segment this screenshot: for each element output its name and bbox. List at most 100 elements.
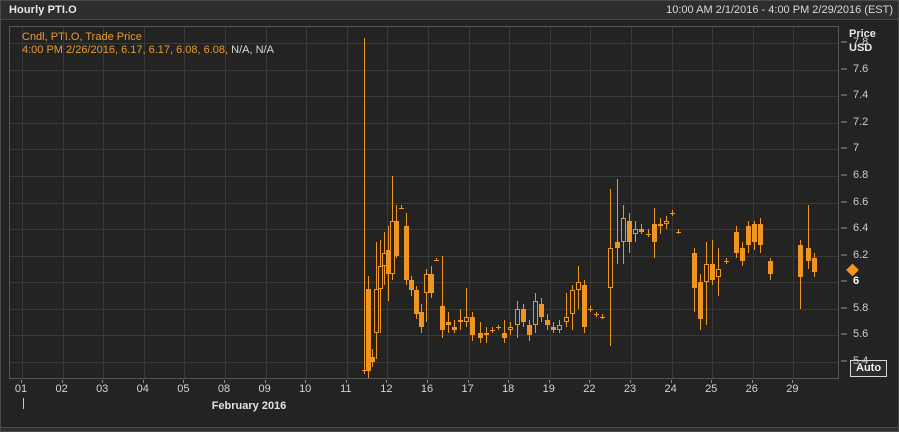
gridline-horizontal bbox=[10, 96, 838, 97]
price-tick-mark bbox=[841, 68, 847, 70]
gridline-vertical bbox=[631, 27, 632, 378]
candle-body-doji bbox=[496, 327, 501, 328]
candle-body-down bbox=[470, 316, 475, 336]
time-tick-mark bbox=[62, 380, 63, 383]
candle-body-up bbox=[564, 316, 569, 323]
price-label: 6.8 bbox=[853, 168, 869, 181]
candle-body-down bbox=[527, 324, 532, 336]
candle-wick bbox=[442, 255, 443, 339]
page-title: Hourly PTI.O bbox=[9, 4, 77, 16]
candle-body-down bbox=[446, 322, 451, 325]
price-tick-mark bbox=[841, 147, 847, 149]
chart-plot-area[interactable]: Cndl, PTI.O, Trade Price 4:00 PM 2/26/20… bbox=[9, 26, 839, 379]
gridline-vertical bbox=[103, 27, 104, 378]
time-tick-mark bbox=[549, 380, 550, 383]
candle-body-doji bbox=[399, 208, 404, 209]
candle-body-down bbox=[366, 288, 371, 372]
date-range-label: 10:00 AM 2/1/2016 - 4:00 PM 2/29/2016 (E… bbox=[666, 4, 893, 16]
candle-body-down bbox=[639, 229, 644, 232]
candle-body-up bbox=[704, 263, 709, 283]
time-tick-mark bbox=[224, 380, 225, 383]
time-axis-label: 24 bbox=[664, 383, 677, 395]
candle-body-down bbox=[806, 247, 811, 261]
candle-wick bbox=[486, 327, 487, 344]
candle-body-down bbox=[768, 261, 773, 275]
gridline-vertical bbox=[225, 27, 226, 378]
candle-body-up bbox=[621, 218, 626, 243]
time-tick-mark bbox=[143, 380, 144, 383]
candle-body-up bbox=[608, 247, 613, 288]
candle-wick bbox=[706, 242, 707, 325]
candle-body-down bbox=[652, 223, 657, 243]
time-axis-label: 26 bbox=[745, 383, 758, 395]
candle-wick bbox=[602, 314, 603, 320]
price-label: 6.6 bbox=[853, 195, 869, 208]
price-label-current: 6 bbox=[853, 275, 860, 288]
time-tick-mark bbox=[468, 380, 469, 383]
gridline-vertical bbox=[753, 27, 754, 378]
price-axis[interactable]: Price USD Auto 7.8 7.6 7.4 7.2 7 6.8 6.6 6.4 6.2… bbox=[839, 26, 898, 379]
gridline-horizontal bbox=[10, 149, 838, 150]
time-axis[interactable]: February 2016 01 02 03 04 05 08 09 10 11 12 16 17 18… bbox=[9, 380, 839, 430]
auto-scale-button[interactable]: Auto bbox=[850, 360, 888, 377]
price-label: 6.2 bbox=[853, 248, 869, 261]
candle-body-up bbox=[658, 223, 663, 227]
candle-body-down bbox=[710, 263, 715, 280]
price-tick-mark bbox=[841, 254, 847, 256]
gridline-horizontal bbox=[10, 176, 838, 177]
candle-body-up bbox=[633, 229, 638, 235]
candle-body-doji bbox=[588, 309, 593, 310]
gridline-horizontal bbox=[10, 362, 838, 363]
candle-wick bbox=[590, 306, 591, 312]
candle-body-up bbox=[570, 290, 575, 315]
candle-body-doji bbox=[724, 261, 729, 262]
time-tick-mark bbox=[102, 380, 103, 383]
price-label: 5.8 bbox=[853, 301, 869, 314]
price-label: 5.6 bbox=[853, 328, 869, 341]
gridline-vertical bbox=[22, 27, 23, 378]
candle-body-down bbox=[370, 356, 375, 363]
candle-body-up bbox=[664, 221, 669, 224]
candle-wick bbox=[726, 258, 727, 264]
candle-wick bbox=[678, 229, 679, 235]
month-label: February 2016 bbox=[211, 400, 287, 412]
candle-body-down bbox=[758, 223, 763, 246]
candle-body-doji bbox=[490, 330, 495, 331]
time-axis-label: 16 bbox=[420, 383, 434, 395]
time-axis-label: 03 bbox=[96, 383, 109, 395]
window-titlebar: Hourly PTI.O 10:00 AM 2/1/2016 - 4:00 PM… bbox=[1, 1, 898, 20]
time-tick-mark bbox=[265, 380, 266, 383]
gridline-vertical bbox=[428, 27, 429, 378]
candle-wick bbox=[364, 37, 365, 374]
time-cursor-marker bbox=[23, 398, 24, 409]
price-tick-mark bbox=[841, 280, 847, 282]
time-tick-mark bbox=[589, 380, 590, 383]
candle-body-down bbox=[798, 245, 803, 277]
candle-body-up bbox=[424, 274, 429, 293]
candle-body-down bbox=[452, 327, 457, 331]
price-label: 7 bbox=[853, 142, 860, 155]
candle-wick bbox=[566, 292, 567, 328]
time-axis-label: 01 bbox=[14, 383, 28, 395]
candle-body-down bbox=[386, 250, 391, 275]
gridline-vertical bbox=[712, 27, 713, 378]
time-axis-label: 18 bbox=[502, 383, 515, 395]
candle-wick bbox=[401, 205, 402, 210]
candle-body-down bbox=[698, 282, 703, 320]
candle-body-down bbox=[551, 327, 556, 331]
gridline-vertical bbox=[184, 27, 185, 378]
candle-body-up bbox=[557, 324, 562, 331]
price-tick-mark bbox=[841, 94, 847, 96]
candle-wick bbox=[712, 239, 713, 285]
candle-wick bbox=[448, 311, 449, 333]
candle-body-up bbox=[374, 288, 379, 333]
price-tick-mark bbox=[841, 121, 847, 123]
gridline-horizontal bbox=[10, 229, 838, 230]
price-tick-mark bbox=[841, 201, 847, 202]
candle-wick bbox=[648, 229, 649, 238]
gridline-horizontal bbox=[10, 256, 838, 257]
time-tick-mark bbox=[508, 380, 509, 383]
candle-body-down bbox=[440, 306, 445, 331]
candle-body-down bbox=[484, 332, 489, 336]
candle-wick bbox=[454, 319, 455, 333]
